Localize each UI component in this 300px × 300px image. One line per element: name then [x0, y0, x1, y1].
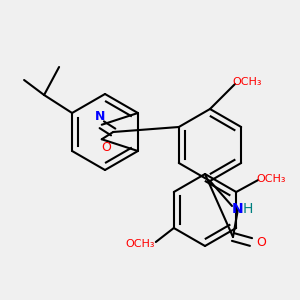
Text: O: O [256, 236, 266, 248]
Text: H: H [243, 202, 253, 216]
Text: N: N [232, 202, 244, 216]
Text: OCH₃: OCH₃ [256, 174, 286, 184]
Text: N: N [94, 110, 105, 123]
Text: OCH₃: OCH₃ [232, 77, 262, 87]
Text: O: O [101, 141, 111, 154]
Text: OCH₃: OCH₃ [125, 239, 154, 249]
